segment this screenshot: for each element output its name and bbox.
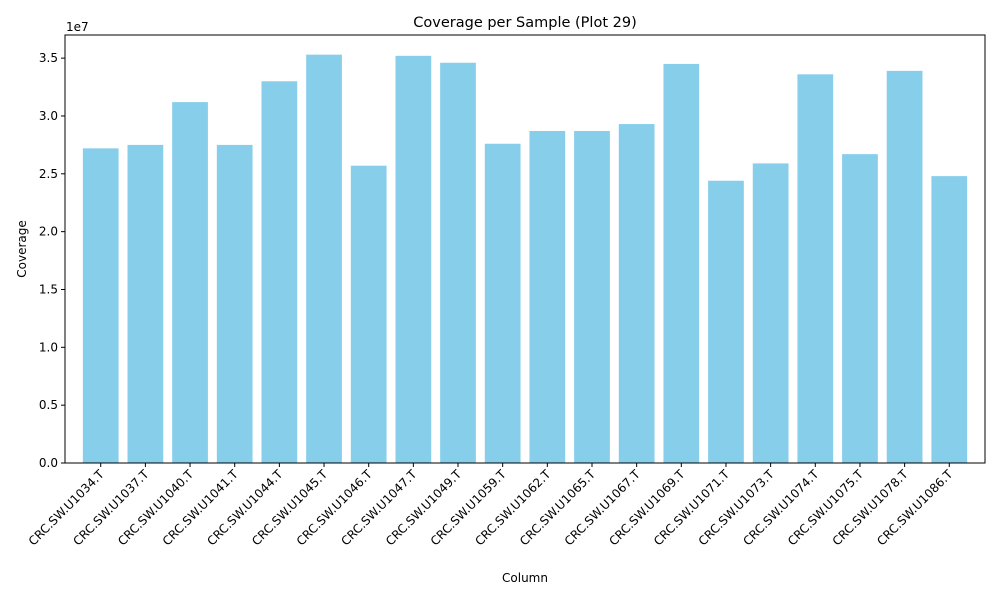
x-tick-label: CRC.SW.U1059.T	[428, 467, 510, 549]
x-tick-label: CRC.SW.U1069.T	[606, 467, 688, 549]
bar	[440, 62, 476, 463]
y-tick-label: 0.5	[39, 398, 58, 412]
y-tick-label: 3.0	[39, 109, 58, 123]
x-tick-label: CRC.SW.U1046.T	[294, 467, 376, 549]
x-tick-label: CRC.SW.U1045.T	[249, 467, 331, 549]
bar	[350, 165, 387, 463]
x-tick-label: CRC.SW.U1078.T	[830, 467, 912, 549]
bar	[306, 54, 342, 463]
y-tick-label: 1.0	[39, 340, 58, 354]
x-tick-label: CRC.SW.U1067.T	[562, 467, 644, 549]
chart-title: Coverage per Sample (Plot 29)	[413, 15, 636, 31]
bar	[663, 63, 700, 464]
bar	[797, 74, 834, 463]
x-tick-label: CRC.SW.U1071.T	[651, 467, 733, 549]
y-offset-label: 1e7	[66, 20, 89, 34]
bar	[842, 154, 878, 463]
bar	[127, 144, 164, 463]
x-tick-label: CRC.SW.U1073.T	[696, 467, 778, 549]
x-tick-label: CRC.SW.U1062.T	[472, 467, 554, 549]
bar	[574, 131, 610, 463]
x-tick-label: CRC.SW.U1037.T	[70, 467, 152, 549]
y-tick-label: 3.5	[39, 51, 58, 65]
y-tick-label: 0.0	[39, 456, 58, 470]
y-axis: 0.0 0.5 1.0 1.5 2.0 2.5 3.0 3.5	[39, 51, 65, 470]
y-axis-label: Coverage	[15, 220, 29, 278]
bar	[931, 176, 968, 463]
bars-group	[82, 54, 968, 464]
y-tick-label: 2.5	[39, 167, 58, 181]
bar	[216, 144, 253, 463]
x-tick-label: CRC.SW.U1041.T	[160, 467, 242, 549]
x-axis-label: Column	[502, 571, 548, 585]
x-tick-label: CRC.SW.U1040.T	[115, 467, 197, 549]
bar	[261, 81, 298, 464]
x-tick-label: CRC.SW.U1047.T	[338, 467, 420, 549]
bar	[529, 131, 566, 463]
bar	[395, 55, 432, 463]
y-tick-label: 1.5	[39, 282, 58, 296]
x-tick-label: CRC.SW.U1075.T	[785, 467, 867, 549]
bar	[886, 70, 923, 464]
bar	[618, 124, 655, 463]
x-tick-label: CRC.SW.U1065.T	[517, 467, 599, 549]
bar	[82, 148, 119, 464]
bar	[752, 163, 789, 463]
bar	[708, 180, 744, 463]
x-tick-label: CRC.SW.U1044.T	[204, 467, 286, 549]
x-tick-label: CRC.SW.U1074.T	[740, 467, 822, 549]
bar	[172, 102, 208, 463]
x-axis: CRC.SW.U1034.TCRC.SW.U1037.TCRC.SW.U1040…	[26, 463, 956, 548]
y-tick-label: 2.0	[39, 225, 58, 239]
x-tick-label: CRC.SW.U1034.T	[26, 467, 108, 549]
plot-frame	[64, 34, 986, 464]
x-tick-label: CRC.SW.U1049.T	[383, 467, 465, 549]
bar	[484, 143, 521, 464]
x-tick-label: CRC.SW.U1086.T	[874, 467, 956, 549]
